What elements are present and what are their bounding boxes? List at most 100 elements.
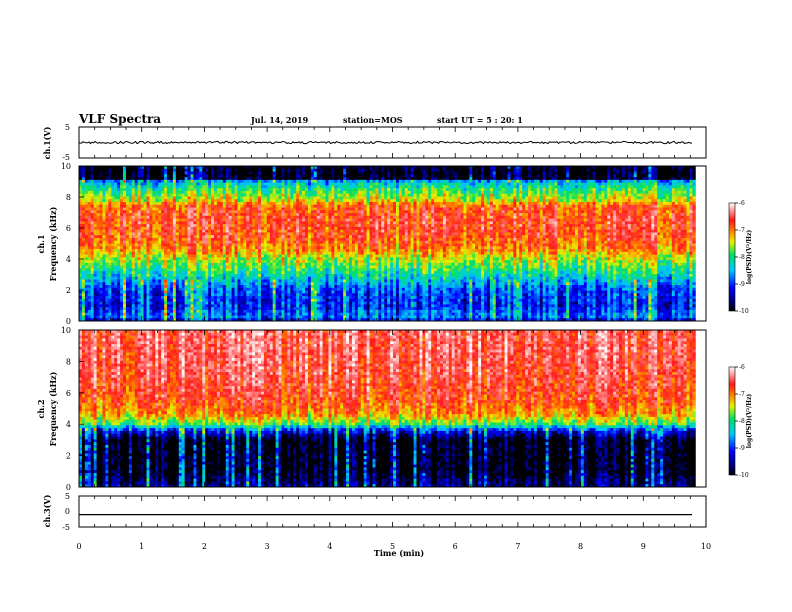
spectrogram-cell (87, 196, 92, 200)
spectrogram-cell (193, 218, 197, 222)
spectrogram-cell (96, 243, 100, 247)
spectrogram-cell (246, 273, 250, 278)
spectrogram-cell (240, 301, 244, 305)
spectrogram-cell (296, 249, 300, 253)
spectrogram-cell (313, 215, 318, 219)
spectrogram-cell (313, 188, 318, 192)
spectrogram-cell (90, 179, 95, 184)
spectrogram-cell (263, 271, 268, 275)
spectrogram-cell (237, 298, 241, 303)
spectrogram-cell (149, 235, 153, 239)
spectrogram-cell (284, 271, 288, 275)
spectrogram-cell (252, 249, 256, 253)
spectrogram-cell (302, 226, 306, 231)
spectrogram-cell (172, 257, 177, 261)
spectrogram-cell (164, 301, 168, 305)
spectrogram-cell (120, 262, 124, 267)
spectrogram-cell (184, 213, 188, 217)
spectrogram-cell (208, 251, 212, 255)
spectrogram-cell (296, 307, 300, 311)
spectrogram-cell (125, 177, 130, 181)
spectrogram-cell (158, 204, 162, 208)
spectrogram-cell (304, 193, 309, 197)
spectrogram-cell (155, 273, 159, 278)
spectrogram-cell (120, 204, 124, 208)
spectrogram-cell (81, 251, 86, 255)
spectrogram-cell (190, 171, 194, 175)
spectrogram-cell (134, 260, 139, 264)
spectrogram-cell (266, 224, 271, 228)
spectrogram-cell (249, 190, 253, 195)
spectrogram-cell (149, 199, 153, 203)
spectrogram-cell (202, 199, 206, 203)
spectrogram-cell (228, 237, 233, 242)
spectrogram-cell (164, 201, 168, 206)
spectrogram-cell (108, 179, 112, 184)
spectrogram-cell (231, 301, 235, 305)
spectrogram-cell (313, 226, 318, 231)
spectrogram-cell (240, 307, 244, 311)
spectrogram-cell (287, 249, 291, 253)
spectrogram-cell (187, 260, 191, 264)
spectrogram-cell (331, 199, 335, 203)
spectrogram-cell (313, 271, 318, 275)
spectrogram-cell (237, 315, 241, 319)
spectrogram-cell (252, 168, 256, 172)
spectrogram-cell (255, 182, 259, 186)
spectrogram-cell (287, 254, 291, 258)
spectrogram-cell (225, 257, 230, 261)
spectrogram-cell (269, 254, 274, 258)
spectrogram-cell (90, 171, 95, 175)
spectrogram-cell (246, 190, 250, 195)
spectrogram-cell (105, 251, 109, 255)
spectrogram-cell (260, 293, 265, 297)
spectrogram-cell (172, 201, 177, 206)
spectrogram-cell (234, 235, 238, 239)
spectrogram-cell (155, 196, 159, 200)
spectrogram-cell (249, 218, 253, 222)
spectrogram-cell (293, 179, 297, 184)
spectrogram-cell (143, 287, 147, 291)
spectrogram-cell (167, 309, 171, 314)
spectrogram-cell (313, 174, 318, 178)
spectrogram-cell (246, 312, 250, 316)
spectrogram-cell (146, 315, 150, 319)
spectrogram-cell (287, 276, 291, 280)
spectrogram-cell (278, 285, 282, 289)
spectrogram-cell (158, 218, 162, 222)
spectrogram-cell (299, 260, 303, 264)
spectrogram-cell (293, 177, 297, 181)
spectrogram-cell (196, 312, 200, 316)
spectrogram-cell (79, 204, 83, 208)
spectrogram-cell (105, 279, 109, 283)
spectrogram-cell (331, 188, 335, 192)
spectrogram-cell (304, 207, 309, 211)
spectrogram-cell (199, 282, 203, 286)
spectrogram-cell (228, 204, 233, 208)
spectrogram-cell (152, 298, 156, 303)
spectrogram-cell (196, 168, 200, 172)
spectrogram-cell (319, 293, 323, 297)
spectrogram-cell (234, 171, 238, 175)
spectrogram-cell (175, 265, 180, 269)
spectrogram-cell (102, 301, 106, 305)
spectrogram-cell (149, 290, 153, 294)
spectrogram-cell (281, 287, 285, 291)
spectrogram-cell (216, 190, 221, 195)
spectrogram-cell (199, 215, 203, 219)
spectrogram-cell (111, 185, 115, 189)
spectrogram-cell (196, 315, 200, 319)
spectrogram-cell (252, 199, 256, 203)
spectrogram-cell (90, 226, 95, 231)
spectrogram-cell (263, 229, 268, 233)
spectrogram-cell (243, 201, 247, 206)
spectrogram-cell (237, 240, 241, 244)
spectrogram-cell (125, 190, 130, 195)
spectrogram-cell (111, 207, 115, 211)
spectrogram-cell (255, 207, 259, 211)
spectrogram-cell (228, 251, 233, 255)
spectrogram-cell (181, 237, 186, 242)
spectrogram-cell (208, 179, 212, 184)
spectrogram-cell (81, 296, 86, 300)
spectrogram-cell (316, 298, 321, 303)
